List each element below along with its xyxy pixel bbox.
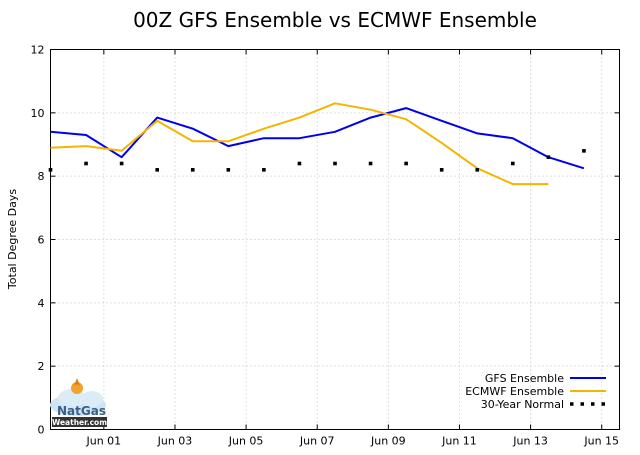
y-tick-label: 10 [31, 107, 45, 120]
point-30-year-normal [475, 168, 480, 172]
legend-label-gfs: GFS Ensemble [485, 372, 564, 385]
point-30-year-normal [546, 155, 551, 159]
point-30-year-normal [226, 168, 231, 172]
series-line-ecmwf-ensemble [50, 102, 549, 186]
y-axis: 0 2 4 6 8 10 12 [31, 44, 620, 437]
point-30-year-normal [582, 149, 586, 153]
x-tick-label: Jun 05 [228, 435, 264, 448]
point-30-year-normal [119, 161, 124, 166]
x-tick-label: Jun 15 [583, 435, 619, 448]
x-tick-label: Jun 09 [370, 435, 406, 448]
point-30-year-normal [48, 168, 53, 172]
legend-label-ecmwf: ECMWF Ensemble [465, 385, 564, 398]
point-30-year-normal [439, 168, 444, 172]
y-tick-label: 12 [31, 44, 45, 57]
cloud-puff-icon [81, 391, 103, 407]
series-lines [48, 102, 586, 186]
sun-icon [71, 382, 83, 394]
x-tick-label: Jun 11 [441, 435, 477, 448]
logo-brand-bottom: Weather.com [52, 418, 107, 427]
y-tick-label: 8 [38, 170, 45, 183]
point-30-year-normal [333, 161, 337, 166]
x-tick-label: Jun 03 [157, 435, 193, 448]
y-tick-label: 2 [38, 360, 45, 373]
point-30-year-normal [155, 168, 159, 172]
logo-brand-bar [52, 417, 107, 427]
legend: GFS Ensemble ECMWF Ensemble 30-Year Norm… [465, 372, 606, 411]
point-30-year-normal [84, 161, 88, 166]
x-tick-label: Jun 13 [512, 435, 548, 448]
y-tick-label: 6 [38, 234, 45, 247]
natgas-weather-logo: NatGas Weather.com [50, 378, 107, 427]
y-axis-label: Total Degree Days [6, 189, 19, 290]
point-30-year-normal [368, 161, 373, 166]
series-line-gfs-ensemble [50, 107, 585, 170]
point-30-year-normal [190, 168, 195, 172]
x-tick-label: Jun 01 [86, 435, 122, 448]
chart-title: 00Z GFS Ensemble vs ECMWF Ensemble [133, 8, 537, 32]
flame-icon [74, 378, 80, 386]
point-30-year-normal [297, 161, 302, 166]
y-tick-label: 4 [38, 297, 45, 310]
grid [50, 49, 620, 430]
x-axis: Jun 01 Jun 03 Jun 05 Jun 07 Jun 09 Jun 11 Jun … [86, 49, 619, 448]
legend-label-normal: 30-Year Normal [481, 398, 564, 411]
point-30-year-normal [262, 168, 266, 172]
point-30-year-normal [404, 161, 408, 166]
y-tick-label: 0 [38, 424, 45, 437]
logo-brand-top: NatGas [57, 404, 106, 418]
x-tick-label: Jun 07 [299, 435, 335, 448]
point-30-year-normal [511, 161, 515, 166]
